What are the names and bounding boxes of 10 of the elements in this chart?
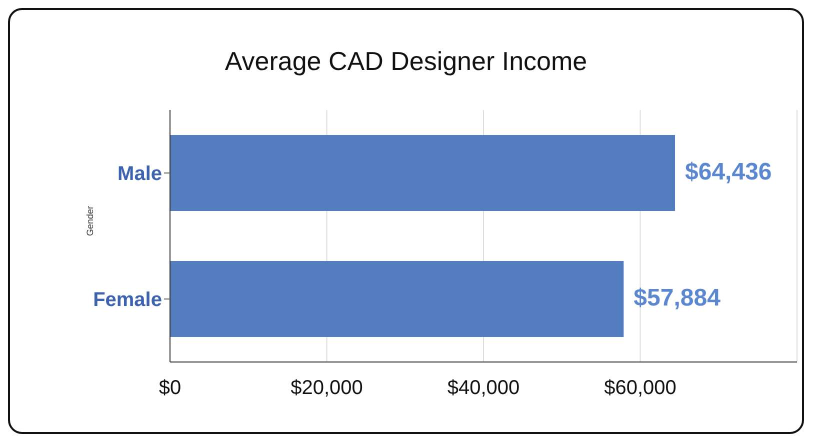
- chart-title: Average CAD Designer Income: [224, 46, 588, 77]
- y-axis-title: Gender: [85, 206, 96, 236]
- y-tick-label: Male: [118, 163, 162, 186]
- x-tick-label: $0: [158, 377, 182, 400]
- data-label: $64,436: [685, 158, 772, 186]
- data-label: $57,884: [634, 284, 722, 312]
- x-tick-label: $40,000: [447, 377, 520, 400]
- y-tick-label: Female: [93, 289, 162, 312]
- x-tick-label: $60,000: [604, 377, 676, 400]
- x-tick-label: $20,000: [290, 377, 363, 400]
